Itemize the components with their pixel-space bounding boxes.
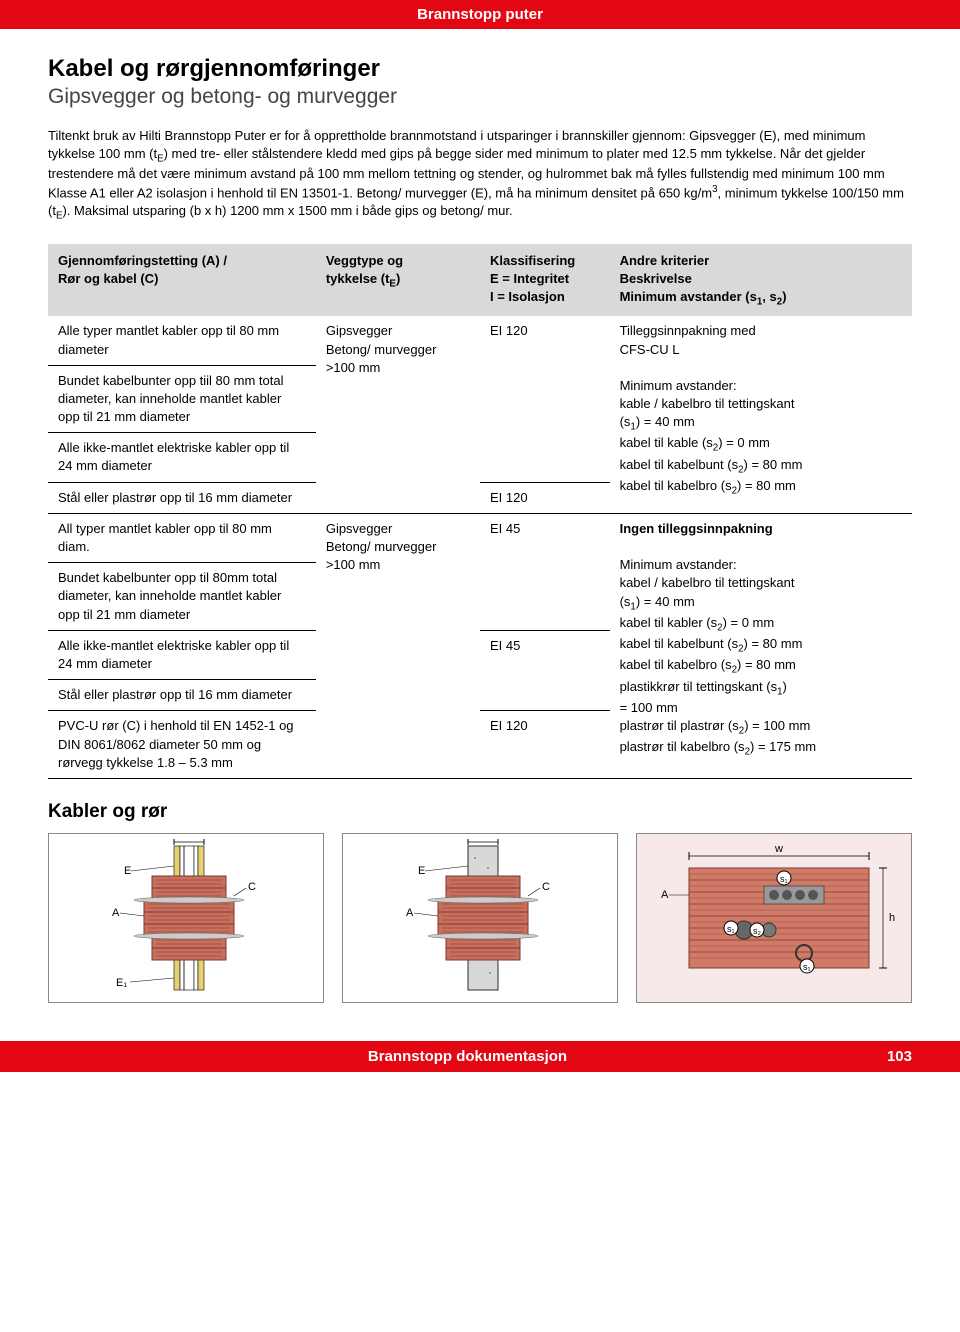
cell-a3: Alle ikke-mantlet elektriske kabler opp … (48, 433, 316, 482)
header-title: Brannstopp puter (417, 6, 543, 23)
cell-c1b: EI 120 (480, 482, 610, 513)
svg-text:w: w (774, 843, 783, 855)
svg-text:A: A (112, 907, 120, 919)
diagram-gypsum-svg: tE (56, 838, 316, 998)
cell-a2: Bundet kabelbunter opp tiil 80 mm total … (48, 365, 316, 433)
diagram-front: s₁ s₁ s₁ s₂ A w h (636, 833, 912, 1003)
cell-a9: PVC-U rør (C) i henhold til EN 1452-1 og… (48, 711, 316, 779)
cell-a4: Stål eller plastrør opp til 16 mm diamet… (48, 482, 316, 513)
svg-text:A: A (661, 889, 669, 901)
diagram-concrete-svg: tE (350, 838, 610, 998)
footer-page: 103 (887, 1048, 912, 1065)
spec-table: Gjennomføringstetting (A) /Rør og kabel … (48, 244, 912, 778)
page-content: Kabel og rørgjennomføringer Gipsvegger o… (0, 29, 960, 1013)
table-row: Alle typer mantlet kabler opp til 80 mm … (48, 316, 912, 365)
th-d: Andre kriterierBeskrivelseMinimum avstan… (610, 244, 912, 316)
diagram-row: tE (48, 833, 912, 1003)
cell-a8: Stål eller plastrør opp til 16 mm diamet… (48, 680, 316, 711)
svg-text:h: h (889, 912, 895, 924)
th-a: Gjennomføringstetting (A) /Rør og kabel … (48, 244, 316, 316)
svg-text:tE: tE (478, 838, 488, 841)
intro-paragraph: Tiltenkt bruk av Hilti Brannstopp Puter … (48, 127, 912, 222)
cell-b2: GipsveggerBetong/ murvegger>100 mm (316, 513, 480, 778)
cell-a7: Alle ikke-mantlet elektriske kabler opp … (48, 630, 316, 679)
page-title: Kabel og rørgjennomføringer (48, 55, 912, 83)
footer-left: Brannstopp dokumentasjon (368, 1048, 567, 1065)
svg-text:s₂: s₂ (753, 926, 762, 936)
svg-text:C: C (248, 881, 256, 893)
cell-d2: Ingen tilleggsinnpakning Minimum avstand… (610, 513, 912, 778)
svg-text:E: E (124, 865, 131, 877)
diagram-concrete: tE (342, 833, 618, 1003)
header-bar: Brannstopp puter (0, 0, 960, 29)
th-b: Veggtype ogtykkelse (tE) (316, 244, 480, 316)
svg-text:C: C (542, 881, 550, 893)
cell-d1: Tilleggsinnpakning medCFS-CU L Minimum a… (610, 316, 912, 513)
table-row: All typer mantlet kabler opp til 80 mm d… (48, 513, 912, 562)
cell-a5: All typer mantlet kabler opp til 80 mm d… (48, 513, 316, 562)
diagram-front-svg: s₁ s₁ s₁ s₂ A w h (639, 838, 909, 998)
section-title: Kabler og rør (48, 801, 912, 823)
page-subtitle: Gipsvegger og betong- og murvegger (48, 85, 912, 109)
svg-text:A: A (406, 907, 414, 919)
cell-a6: Bundet kabelbunter opp til 80mm total di… (48, 563, 316, 631)
cell-c2a: EI 45 (480, 513, 610, 630)
cell-c2b: EI 45 (480, 630, 610, 711)
cell-c1a: EI 120 (480, 316, 610, 482)
th-c: KlassifiseringE = IntegritetI = Isolasjo… (480, 244, 610, 316)
svg-text:E₁: E₁ (116, 977, 127, 989)
diagram-gypsum: tE (48, 833, 324, 1003)
cell-a1: Alle typer mantlet kabler opp til 80 mm … (48, 316, 316, 365)
table-header-row: Gjennomføringstetting (A) /Rør og kabel … (48, 244, 912, 316)
svg-text:s₁: s₁ (803, 962, 811, 972)
cell-b1: GipsveggerBetong/ murvegger>100 mm (316, 316, 480, 513)
svg-text:E: E (418, 865, 425, 877)
svg-text:tE: tE (184, 838, 194, 841)
svg-text:s₁: s₁ (727, 924, 735, 934)
svg-text:s₁: s₁ (780, 874, 788, 884)
footer-bar: Brannstopp dokumentasjon 103 (0, 1041, 960, 1072)
cell-c2c: EI 120 (480, 711, 610, 779)
